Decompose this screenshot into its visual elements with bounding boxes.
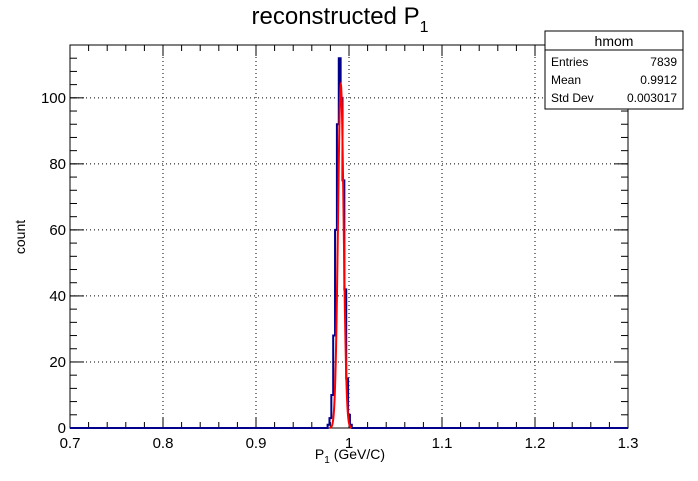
stats-box: hmom Entries 7839 Mean 0.9912 Std Dev 0.… [544,30,684,110]
fit-curve [329,81,353,429]
x-tick-labels: 0.7 0.8 0.9 1 1.1 1.2 1.3 [60,435,639,452]
x-tick-label: 1.2 [525,435,546,452]
x-tick-label: 0.7 [60,435,81,452]
chart-title-main: reconstructed P [252,3,420,30]
stats-stddev-value: 0.003017 [627,91,677,105]
x-tick-label: 1 [345,435,353,452]
y-tick-label: 0 [58,420,66,437]
stats-stddev-label: Std Dev [551,91,594,105]
chart-title: reconstructed P1 [252,3,429,36]
y-tick-label: 20 [49,354,66,371]
y-axis-label: count [12,220,28,254]
stats-entries-label: Entries [551,55,588,69]
stats-box-frame [544,30,684,110]
x-tick-label: 1.3 [618,435,639,452]
y-tick-labels: 0 20 40 60 80 100 [41,90,66,437]
histogram-series [70,57,628,429]
histogram-bin [328,425,330,428]
x-tick-label: 0.9 [246,435,267,452]
stats-mean-value: 0.9912 [640,73,677,87]
chart-title-subscript: 1 [420,19,429,36]
fit-series [329,81,353,429]
y-tick-label: 80 [49,156,66,173]
histogram-outline [70,57,628,429]
x-axis-label: P1 (GeV/C) [315,446,385,466]
x-axis-label-main: P [315,446,324,462]
y-tick-label: 100 [41,90,66,107]
x-tick-label: 1.1 [432,435,453,452]
stats-entries-value: 7839 [650,55,677,69]
x-axis-label-unit: (GeV/C) [330,446,385,462]
plot-frame [69,44,629,429]
stats-mean-label: Mean [551,73,581,87]
y-tick-label: 40 [49,288,66,305]
x-tick-label: 0.8 [153,435,174,452]
x-axis-label-subscript: 1 [324,455,330,466]
stats-box-title: hmom [595,33,634,49]
grid [70,45,628,428]
y-tick-label: 60 [49,222,66,239]
